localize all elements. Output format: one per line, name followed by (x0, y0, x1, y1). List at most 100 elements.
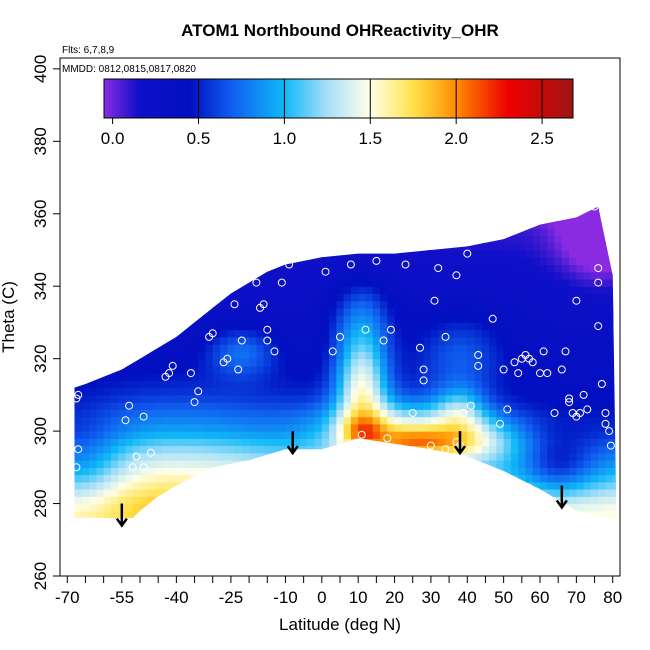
heatmap-cell (372, 365, 381, 374)
heatmap-cell (380, 503, 388, 512)
heatmap-cell (89, 257, 97, 265)
heatmap-cell (220, 387, 228, 396)
heatmap-cell (576, 271, 585, 280)
heatmap-cell (198, 206, 207, 208)
heatmap-cell (183, 423, 192, 432)
heatmap-cell (169, 300, 177, 309)
observation-point (168, 361, 177, 370)
heatmap-cell (481, 264, 490, 273)
heatmap-cell (140, 213, 148, 222)
heatmap-cell (584, 525, 592, 533)
heatmap-cell (300, 423, 308, 432)
heatmap-cell (249, 387, 257, 396)
heatmap-cell (358, 518, 366, 526)
heatmap-cell (81, 228, 90, 237)
heatmap-cell (256, 228, 265, 237)
heatmap-cell (372, 315, 381, 323)
heatmap-cell (481, 344, 490, 352)
heatmap-cell (89, 467, 97, 476)
heatmap-cell (467, 221, 476, 229)
heatmap-cell (118, 431, 127, 439)
heatmap-cell (503, 279, 512, 287)
heatmap-cell (343, 365, 352, 374)
heatmap-cell (154, 496, 163, 505)
heatmap-cell (576, 394, 585, 403)
heatmap-cell (416, 474, 425, 483)
heatmap-cell (270, 510, 279, 518)
heatmap-cell (212, 206, 221, 215)
heatmap-cell (467, 496, 476, 505)
heatmap-cell (241, 409, 250, 418)
heatmap-cell (590, 307, 599, 316)
heatmap-cell (569, 329, 577, 338)
heatmap-cell (249, 322, 257, 331)
heatmap-cell (343, 329, 352, 338)
heatmap-cell (358, 228, 367, 237)
heatmap-cell (576, 503, 585, 512)
heatmap-cell (220, 206, 228, 208)
heatmap-cell (89, 213, 97, 222)
heatmap-cell (452, 481, 461, 490)
heatmap-cell (89, 322, 97, 331)
heatmap-cell (249, 503, 257, 512)
heatmap-cell (525, 445, 534, 454)
heatmap-cell (409, 300, 417, 309)
heatmap-cell (110, 431, 119, 439)
heatmap-cell (307, 380, 316, 389)
heatmap-cell (343, 293, 352, 302)
heatmap-cell (256, 322, 265, 331)
heatmap-cell (263, 416, 272, 425)
heatmap-cell (321, 279, 330, 287)
heatmap-cell (81, 322, 90, 331)
heatmap-cell (118, 409, 127, 418)
heatmap-cell (583, 206, 592, 215)
heatmap-cell (336, 496, 345, 505)
heatmap-cell (74, 221, 76, 229)
heatmap-cell (372, 373, 381, 381)
heatmap-cell (343, 242, 352, 251)
heatmap-cell (496, 279, 505, 287)
heatmap-cell (96, 481, 105, 490)
heatmap-cell (285, 336, 294, 345)
heatmap-cell (183, 242, 192, 251)
heatmap-cell (365, 394, 374, 403)
heatmap-cell (154, 489, 163, 497)
heatmap-cell (307, 438, 316, 447)
heatmap-cell (561, 264, 570, 273)
heatmap-cell (176, 525, 184, 533)
heatmap-cell (423, 394, 432, 403)
heatmap-cell (125, 489, 134, 497)
heatmap-cell (300, 387, 308, 396)
heatmap-cell (270, 387, 279, 396)
heatmap-cell (307, 300, 316, 309)
heatmap-cell (81, 307, 90, 316)
heatmap-cell (576, 518, 584, 526)
heatmap-cell (489, 322, 497, 331)
heatmap-cell (183, 286, 192, 294)
observation-point (208, 329, 217, 338)
heatmap-cell (300, 242, 308, 251)
heatmap-cell (424, 525, 432, 533)
heatmap-cell (387, 423, 396, 432)
heatmap-cell (249, 365, 257, 374)
heatmap-cell (547, 307, 556, 316)
heatmap-cell (234, 452, 243, 461)
heatmap-cell (285, 271, 294, 280)
heatmap-cell (452, 228, 461, 237)
heatmap-cell (576, 221, 585, 229)
heatmap-cell (438, 409, 447, 418)
heatmap-cell (74, 373, 76, 381)
heatmap-cell (467, 503, 476, 512)
heatmap-cell (373, 518, 381, 526)
observation-point (601, 419, 610, 428)
heatmap-cell (525, 206, 534, 208)
heatmap-cell (387, 221, 396, 229)
heatmap-cell (234, 365, 243, 374)
heatmap-cell (147, 307, 156, 316)
heatmap-cell (147, 329, 156, 338)
heatmap-cell (358, 496, 367, 505)
heatmap-cell (176, 358, 185, 367)
heatmap-cell (183, 452, 192, 461)
heatmap-cell (321, 206, 330, 208)
heatmap-cell (438, 416, 447, 425)
